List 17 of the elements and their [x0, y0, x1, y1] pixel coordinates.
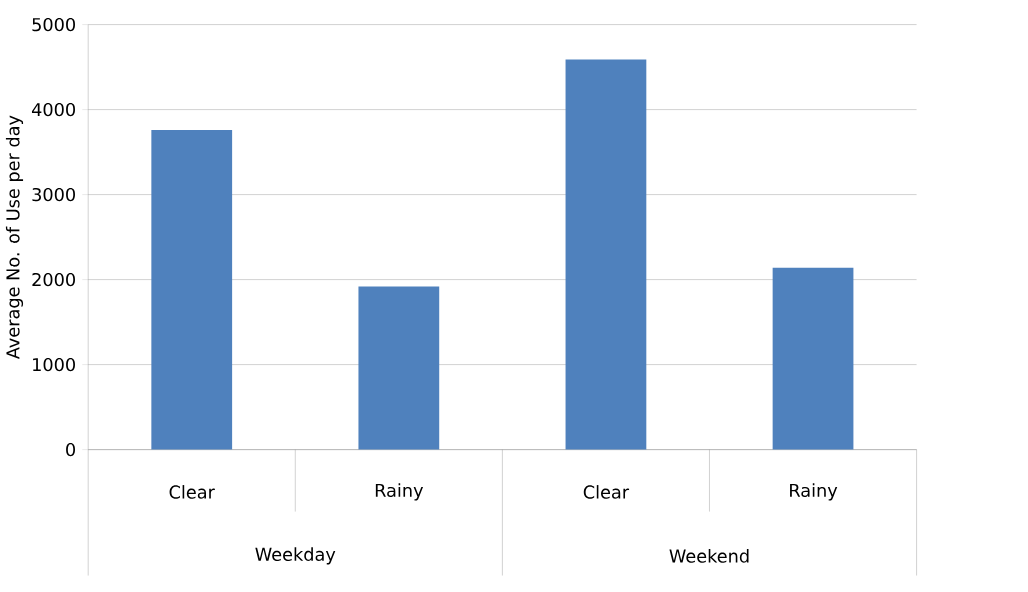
bar: [151, 129, 233, 450]
x-tick-label: Clear: [169, 484, 215, 499]
y-tick-label: 0: [66, 442, 75, 457]
bar: [358, 286, 440, 450]
y-tick-label: 1000: [33, 357, 75, 372]
x-tick-label: Rainy: [790, 483, 838, 501]
y-axis-title: Average No. of Use per day: [5, 115, 24, 359]
y-tick-label: 3000: [32, 187, 75, 202]
bar: [772, 267, 854, 450]
y-tick-label: 5000: [32, 17, 75, 32]
y-tick-label: 4000: [31, 102, 75, 117]
text: Weekend: [669, 548, 749, 563]
bar: [565, 59, 647, 450]
x-tick-label: Clear: [583, 484, 630, 499]
y-tick-label: 2000: [32, 272, 75, 287]
text: Weekday: [255, 547, 336, 565]
x-tick-label: Rainy: [375, 483, 424, 501]
